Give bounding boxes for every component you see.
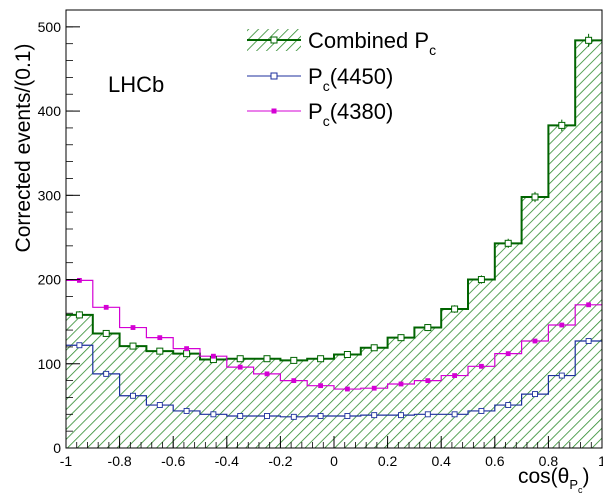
pc4380-point — [264, 371, 270, 377]
y-tick-label: 0 — [53, 440, 61, 456]
x-tick-label: 0.8 — [539, 453, 559, 469]
pc4380-point — [478, 363, 484, 369]
combined-point — [397, 334, 405, 342]
y-tick-label: 400 — [38, 103, 62, 119]
pc4380-point — [586, 302, 591, 308]
legend-marker-pc4380 — [271, 108, 277, 114]
legend: Combined Pc Pc(4450) Pc(4380) — [247, 28, 436, 129]
combined-point — [343, 351, 351, 359]
combined-point — [317, 355, 325, 363]
x-tick-label: 0 — [330, 453, 338, 469]
pc4380-point — [505, 351, 511, 357]
pc4450-point — [424, 411, 431, 418]
histogram-points — [75, 33, 593, 420]
pc4450-point — [130, 392, 136, 399]
x-tick-label: 0.6 — [485, 453, 505, 469]
axis-ticks: -1 -0.8 -0.6 -0.4 -0.2 0 0.2 0.4 0.6 0.8 1 0 100 200 3… — [38, 9, 603, 469]
combined-point — [290, 356, 298, 364]
y-tick-label: 300 — [38, 187, 62, 203]
combined-point — [424, 324, 432, 332]
combined-point — [585, 36, 593, 44]
pc4380-point — [532, 338, 538, 344]
experiment-label: LHCb — [108, 72, 164, 97]
legend-label-combined: Combined Pc — [308, 28, 436, 58]
pc4380-point — [77, 277, 82, 283]
legend-entry-combined: Combined Pc — [247, 28, 436, 58]
pc4450-point — [237, 413, 244, 419]
pc4450-point — [76, 342, 83, 349]
x-tick-label: -0.4 — [215, 453, 239, 469]
combined-point — [370, 344, 378, 352]
pc4450-point — [103, 370, 110, 377]
pc4450-point — [398, 412, 404, 419]
pc4450-point — [183, 407, 190, 414]
combined-point — [129, 342, 137, 350]
combined-point — [75, 311, 83, 319]
legend-marker-pc4450 — [270, 72, 278, 80]
x-tick-label: -0.8 — [108, 453, 132, 469]
combined-point — [558, 121, 566, 129]
x-tick-label: 1 — [598, 453, 603, 469]
combined-point — [102, 329, 110, 337]
pc4380-point — [210, 353, 216, 359]
y-tick-label: 500 — [38, 19, 62, 35]
pc4380-point — [344, 386, 350, 392]
pc4450-point — [290, 413, 297, 420]
combined-point — [183, 350, 191, 358]
combined-point — [477, 276, 485, 284]
pc4450-point — [317, 413, 324, 419]
x-tick-label: 0.4 — [431, 453, 451, 469]
combined-point — [531, 193, 539, 201]
legend-entry-pc4450: Pc(4450) — [247, 64, 393, 94]
combined-point — [156, 347, 164, 355]
pc4380-point — [559, 322, 565, 328]
combined-hatched-fill — [66, 40, 602, 448]
pc4380-point — [157, 335, 163, 341]
legend-label-pc4450: Pc(4450) — [308, 64, 393, 94]
x-tick-label: -0.6 — [161, 453, 185, 469]
pc4380-point — [318, 383, 324, 389]
combined-point — [263, 355, 271, 363]
pc4380-point — [184, 346, 190, 352]
pc4450-point — [371, 412, 378, 419]
pc4450-point — [264, 413, 270, 419]
pc4380-point — [103, 304, 109, 310]
pc4450-point — [210, 411, 217, 418]
pc4380-point — [371, 385, 377, 391]
pc4450-point — [344, 413, 351, 419]
y-axis-title: Corrected events/(0.1) — [12, 44, 35, 253]
pc4450-point — [532, 391, 538, 398]
x-tick-label: 0.2 — [378, 453, 398, 469]
pc4450-point — [156, 402, 163, 408]
pc4380-point — [237, 364, 243, 370]
combined-fill-area — [66, 40, 602, 448]
combined-point — [504, 239, 512, 247]
pc4380-point — [425, 378, 431, 384]
pc4380-point — [452, 373, 458, 378]
x-tick-label: -0.2 — [268, 453, 292, 469]
y-tick-label: 100 — [38, 356, 62, 372]
pc4450-point — [478, 407, 485, 414]
series-line-0 — [66, 39, 602, 362]
combined-point — [451, 305, 459, 313]
pc4450-point — [451, 411, 458, 418]
x-axis-title: cos(θPc) — [518, 465, 590, 495]
x-tick-label: -1 — [60, 453, 73, 469]
pc4380-point — [291, 378, 297, 384]
pc4380-point — [130, 325, 136, 330]
pc4450-point — [585, 338, 592, 344]
y-tick-label: 200 — [38, 272, 62, 288]
legend-entry-pc4380: Pc(4380) — [247, 99, 393, 129]
legend-label-pc4380: Pc(4380) — [308, 99, 393, 129]
pc4450-point — [505, 402, 512, 408]
pc4380-point — [398, 381, 404, 387]
combined-point — [236, 355, 244, 363]
pc4450-point — [558, 372, 565, 379]
legend-marker-combined — [270, 36, 278, 44]
